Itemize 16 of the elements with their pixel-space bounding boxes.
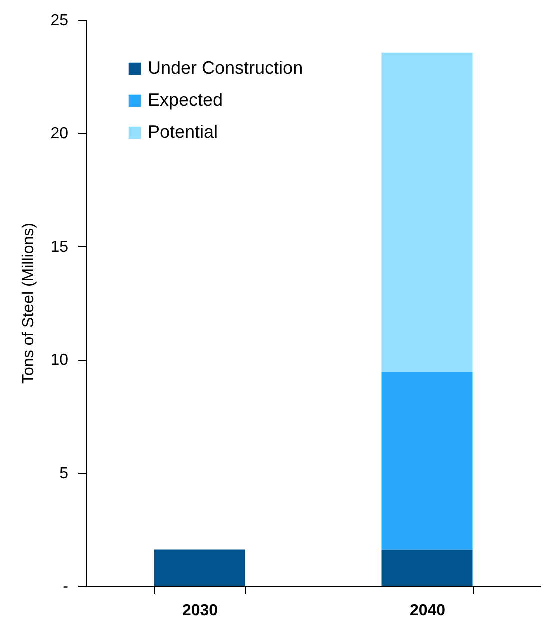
bar [382, 52, 473, 372]
y-tick-label: 20 [50, 126, 69, 143]
legend-label: Expected [148, 90, 224, 110]
y-tick-label: 25 [50, 12, 69, 30]
y-tick-label: 5 [60, 465, 69, 482]
x-tick-label: 2030 [182, 602, 218, 620]
y-tick-label: 15 [50, 238, 69, 256]
legend-label: Potential [148, 122, 218, 142]
bar [382, 550, 473, 586]
y-axis-title: Tons of Steel (Millions) [20, 223, 38, 384]
bar [382, 372, 473, 550]
bar [154, 550, 246, 586]
legend-label: Under Construction [148, 58, 304, 78]
x-tick-label: 2040 [410, 602, 446, 620]
y-tick-label: 10 [50, 352, 69, 370]
y-tick-label: - [63, 578, 68, 596]
